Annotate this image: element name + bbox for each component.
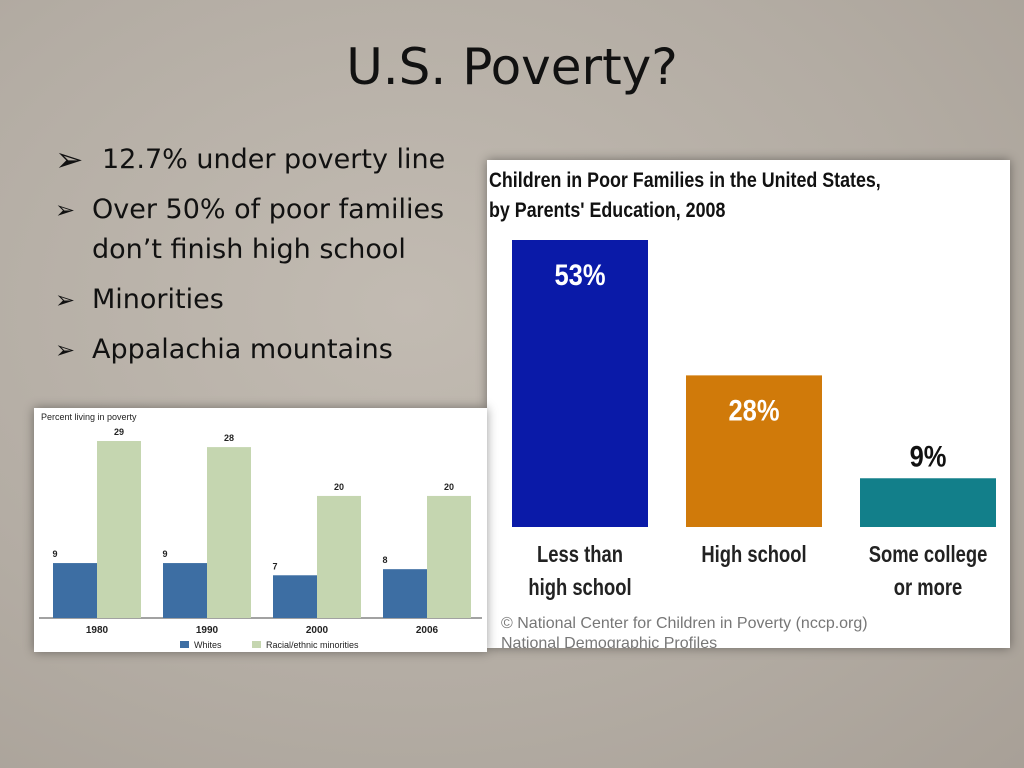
bullet: Over 50% of poor families don’t finish h…	[55, 190, 475, 270]
x-tick-label: Less than high school	[528, 541, 632, 600]
bar	[427, 495, 471, 618]
value-label: 53%	[554, 258, 605, 291]
chart-panel: Percent living in poverty 9 29 1980 9 28 1990 7…	[34, 408, 487, 652]
chart-title: Children in Poor Families in the United …	[489, 169, 881, 222]
bullet-list: 12.7% under poverty line Over 50% of poor…	[55, 140, 475, 380]
bar	[207, 447, 251, 618]
value-label: 28%	[728, 393, 779, 426]
x-tick-label: High school	[701, 541, 807, 567]
legend-swatch	[252, 641, 261, 648]
bar	[163, 563, 207, 618]
x-tick-label: 1980	[86, 625, 109, 636]
value-label: 29	[114, 427, 124, 437]
slide-title: U.S. Poverty?	[346, 38, 678, 96]
source-note: © National Center for Children in Povert…	[501, 615, 868, 632]
value-label: 7	[272, 561, 277, 571]
x-tick-label: 2000	[306, 625, 329, 636]
bar	[860, 478, 996, 527]
bullet: Minorities	[55, 280, 475, 320]
bar	[686, 375, 822, 527]
bar	[317, 495, 361, 618]
bar	[97, 441, 141, 618]
chart: 53% 28% 9% © National Center for Children i…	[501, 240, 996, 648]
x-tick-label: Some college or more	[868, 541, 988, 600]
bar	[383, 569, 427, 618]
bar	[512, 240, 648, 527]
bullet: Appalachia mountains	[55, 330, 475, 370]
bar	[53, 563, 97, 618]
source-note: National Demographic Profiles	[501, 635, 717, 648]
value-label: 20	[334, 482, 344, 492]
chart-panel: Children in Poor Families in the United …	[487, 160, 1010, 648]
value-label: 9%	[910, 439, 947, 472]
legend-label: Whites	[194, 640, 222, 650]
legend-swatch	[180, 641, 189, 648]
bar	[273, 575, 317, 618]
value-label: 28	[224, 433, 234, 443]
value-label: 8	[382, 555, 387, 565]
value-label: 20	[444, 482, 454, 492]
chart: Percent living in poverty 9 29 1980 9 28 1990 7…	[39, 412, 482, 650]
x-tick-label: 1990	[196, 625, 219, 636]
bullet: 12.7% under poverty line	[55, 140, 475, 180]
x-tick-label: 2006	[416, 625, 439, 636]
value-label: 9	[162, 549, 167, 559]
legend-label: Racial/ethnic minorities	[266, 640, 359, 650]
value-label: 9	[52, 549, 57, 559]
y-axis-label: Percent living in poverty	[41, 412, 137, 422]
